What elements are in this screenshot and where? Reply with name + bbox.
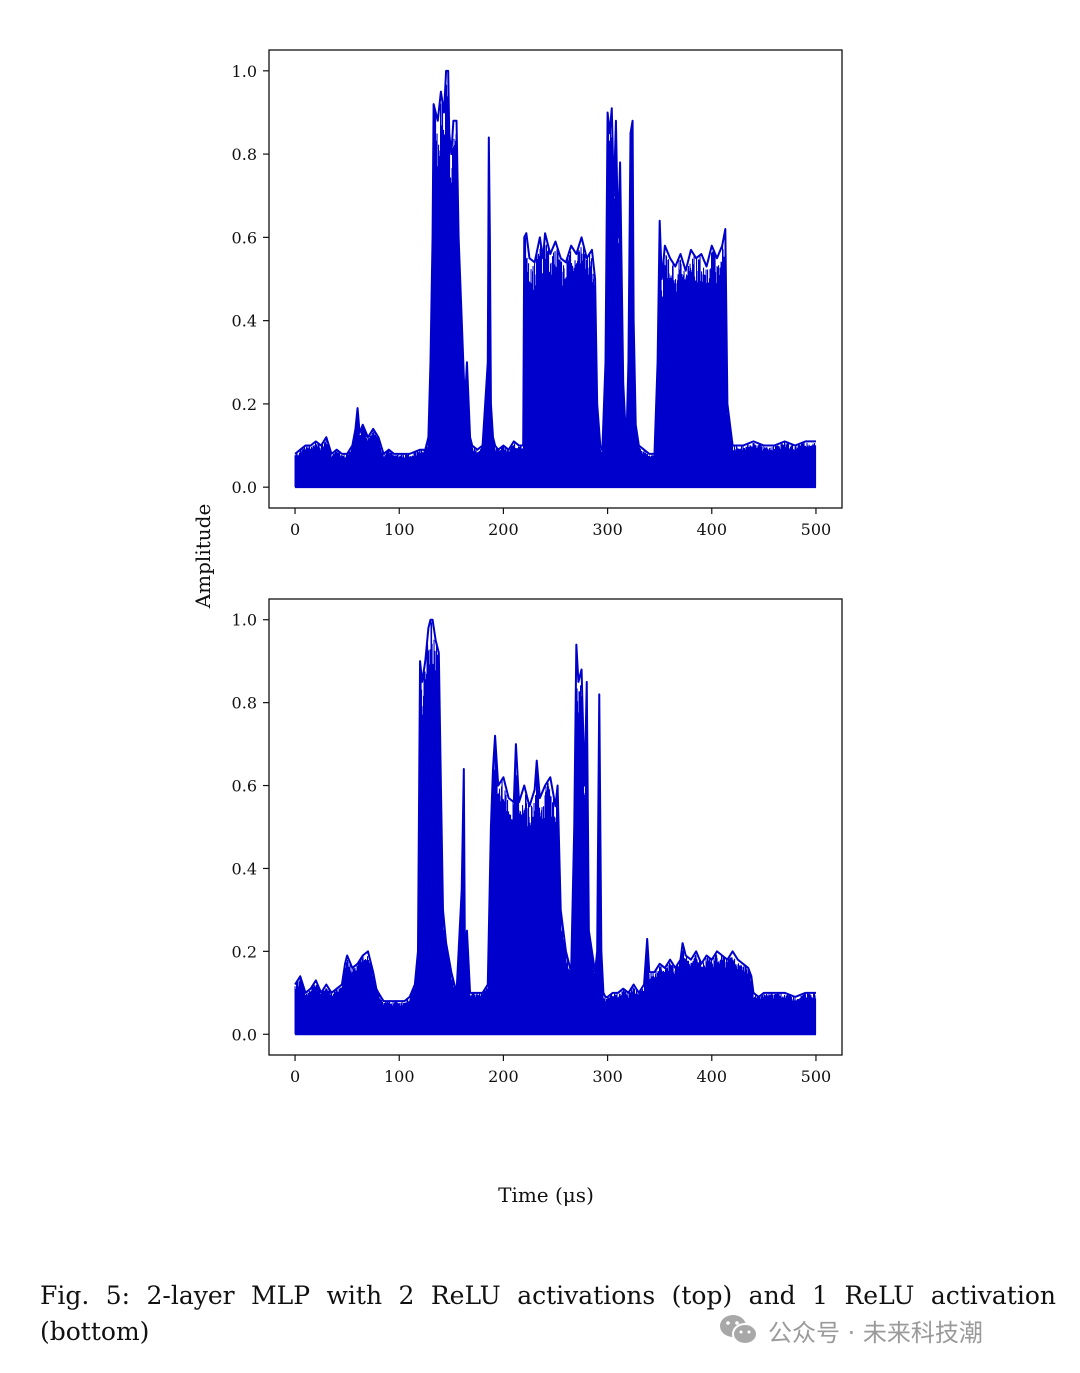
x-tick-label: 500 [801, 1067, 832, 1086]
y-tick-label: 0.6 [232, 228, 257, 247]
y-tick-label: 0.0 [232, 478, 257, 497]
y-tick-label: 0.8 [232, 694, 257, 713]
y-tick-label: 1.0 [232, 62, 257, 81]
x-tick-label: 400 [696, 1067, 727, 1086]
bottom-panel: 0 100 200 300 400 500 0.0 0.2 0.4 0.6 0.8 1.0 [232, 598, 843, 1086]
x-tick-label: 200 [488, 1067, 519, 1086]
x-axis-label: Time (μs) [498, 1183, 594, 1207]
x-tick-label: 400 [696, 520, 727, 539]
signal-line [294, 621, 817, 1035]
x-tick-label: 300 [592, 1067, 623, 1086]
y-tick-label: 0.6 [232, 777, 257, 796]
wechat-icon [720, 1315, 758, 1345]
signal-line [294, 71, 817, 488]
y-tick-label: 0.0 [232, 1025, 257, 1044]
x-tick-label: 100 [384, 520, 415, 539]
watermark: 公众号 · 未来科技潮 [718, 1310, 983, 1350]
x-tick-label: 200 [488, 520, 519, 539]
y-tick-label: 0.4 [232, 312, 257, 331]
figure-caption: Fig. 5: 2-layer MLP with 2 ReLU activati… [40, 1281, 1056, 1346]
y-tick-label: 0.4 [232, 859, 257, 878]
y-tick-label: 0.8 [232, 145, 257, 164]
y-axis-label: Amplitude [191, 504, 215, 610]
x-tick-label: 0 [290, 520, 300, 539]
watermark-text: 公众号 · 未来科技潮 [768, 1318, 983, 1347]
axes-frame [268, 49, 843, 509]
axes-frame [268, 598, 843, 1056]
x-tick-label: 500 [801, 520, 832, 539]
signal-envelope [294, 69, 816, 455]
x-tick-label: 300 [592, 520, 623, 539]
y-tick-label: 1.0 [232, 611, 257, 630]
x-tick-label: 100 [384, 1067, 415, 1086]
top-panel: 0 100 200 300 400 500 0.0 0.2 0.4 0.6 0.8 1.0 [232, 49, 843, 539]
x-tick-label: 0 [290, 1067, 300, 1086]
y-tick-label: 0.2 [232, 395, 257, 414]
y-tick-label: 0.2 [232, 942, 257, 961]
signal-envelope [294, 618, 816, 1003]
